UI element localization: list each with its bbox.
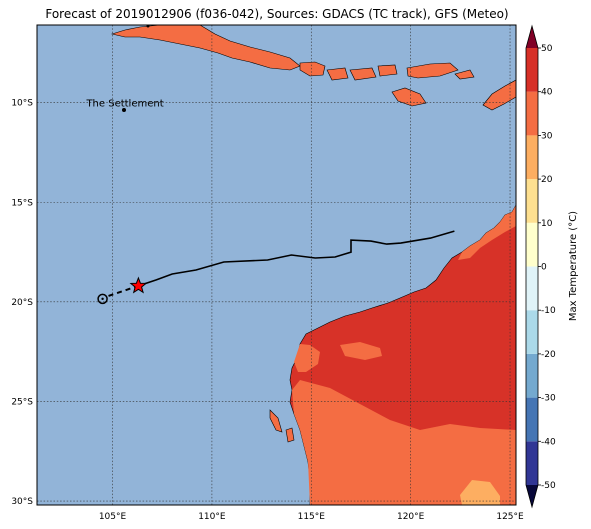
shark-bay-island [269, 409, 283, 433]
colorbar-band [526, 91, 538, 136]
small-island-east [454, 69, 475, 80]
colorbar-tick-label: 40 [541, 88, 553, 98]
flores-island [406, 62, 459, 79]
latitude-tick-labels: 10°S 15°S 20°S 25°S 30°S [11, 99, 33, 507]
gridlines [37, 25, 516, 505]
colorbar-tick-label: -10 [541, 306, 556, 316]
sumba-island [391, 87, 427, 107]
map-title: Forecast of 2019012906 (f036-042), Sourc… [45, 7, 508, 21]
colorbar-tick-label: -30 [541, 394, 556, 404]
colorbar-extend-high [526, 26, 538, 48]
current-position-star-icon [129, 276, 148, 294]
lesser-sunda-island-3 [349, 67, 377, 81]
land-warm-zone-inland [340, 342, 382, 360]
colorbar-tick-label: 10 [541, 219, 553, 229]
colorbar-tick-label: 30 [541, 131, 553, 141]
map-area: The Settlement [36, 24, 517, 506]
land-warm-zone-south [292, 380, 516, 505]
lat-tick-label: 10°S [11, 99, 33, 109]
lon-tick-label: 125°E [496, 512, 524, 522]
colorbar-band [526, 179, 538, 223]
lon-tick-label: 120°E [397, 512, 425, 522]
colorbar-ticks: 50 40 30 20 10 0 -10 -20 -30 -40 -50 [538, 44, 556, 491]
colorbar-band [526, 310, 538, 354]
cyclone-track-line [138, 230, 455, 287]
coast-island-1 [285, 427, 295, 443]
previous-position-dot [101, 297, 104, 301]
colorbar-tick-label: 20 [541, 175, 553, 185]
colorbar-extend-low [526, 485, 538, 507]
colorbar-band [526, 135, 538, 180]
colorbar-band [526, 441, 538, 485]
longitude-tick-labels: 105°E 110°E 115°E 120°E 125°E [99, 512, 524, 522]
lat-tick-label: 20°S [11, 298, 33, 308]
lesser-sunda-island-2 [326, 67, 349, 81]
lon-tick-label: 110°E [198, 512, 226, 522]
java-island [110, 25, 301, 71]
colorbar-band [526, 222, 538, 267]
place-label-the-settlement: The Settlement [85, 99, 163, 110]
lon-tick-label: 115°E [298, 512, 326, 522]
colorbar-tick-label: 50 [541, 44, 553, 54]
lon-tick-label: 105°E [99, 512, 127, 522]
colorbar-tick-label: 0 [541, 263, 547, 273]
timor-island [482, 79, 516, 111]
lesser-sunda-island-1 [299, 61, 326, 77]
christmas-island-marker [122, 108, 126, 112]
previous-position-marker [97, 293, 108, 305]
colorbar-tick-label: -20 [541, 350, 556, 360]
colorbar-label: Max Temperature (°C) [568, 211, 579, 321]
lesser-sunda-island-4 [377, 64, 398, 77]
lat-tick-label: 15°S [11, 198, 33, 208]
land-warm-zone-northeast [458, 205, 516, 260]
colorbar-band [526, 48, 538, 92]
lat-tick-label: 25°S [11, 397, 33, 407]
colorbar-band [526, 397, 538, 442]
map-frame [36, 24, 517, 506]
lat-tick-label: 30°S [11, 497, 33, 507]
colorbar-band [526, 266, 538, 311]
small-islet-top [146, 25, 150, 28]
land-mild-zone-south [460, 480, 500, 505]
colorbar-band [526, 353, 538, 398]
colorbar-tick-label: -50 [541, 481, 556, 491]
colorbar [525, 24, 539, 509]
colorbar-tick-label: -40 [541, 437, 556, 447]
land-warm-zone-northwest [294, 344, 320, 372]
